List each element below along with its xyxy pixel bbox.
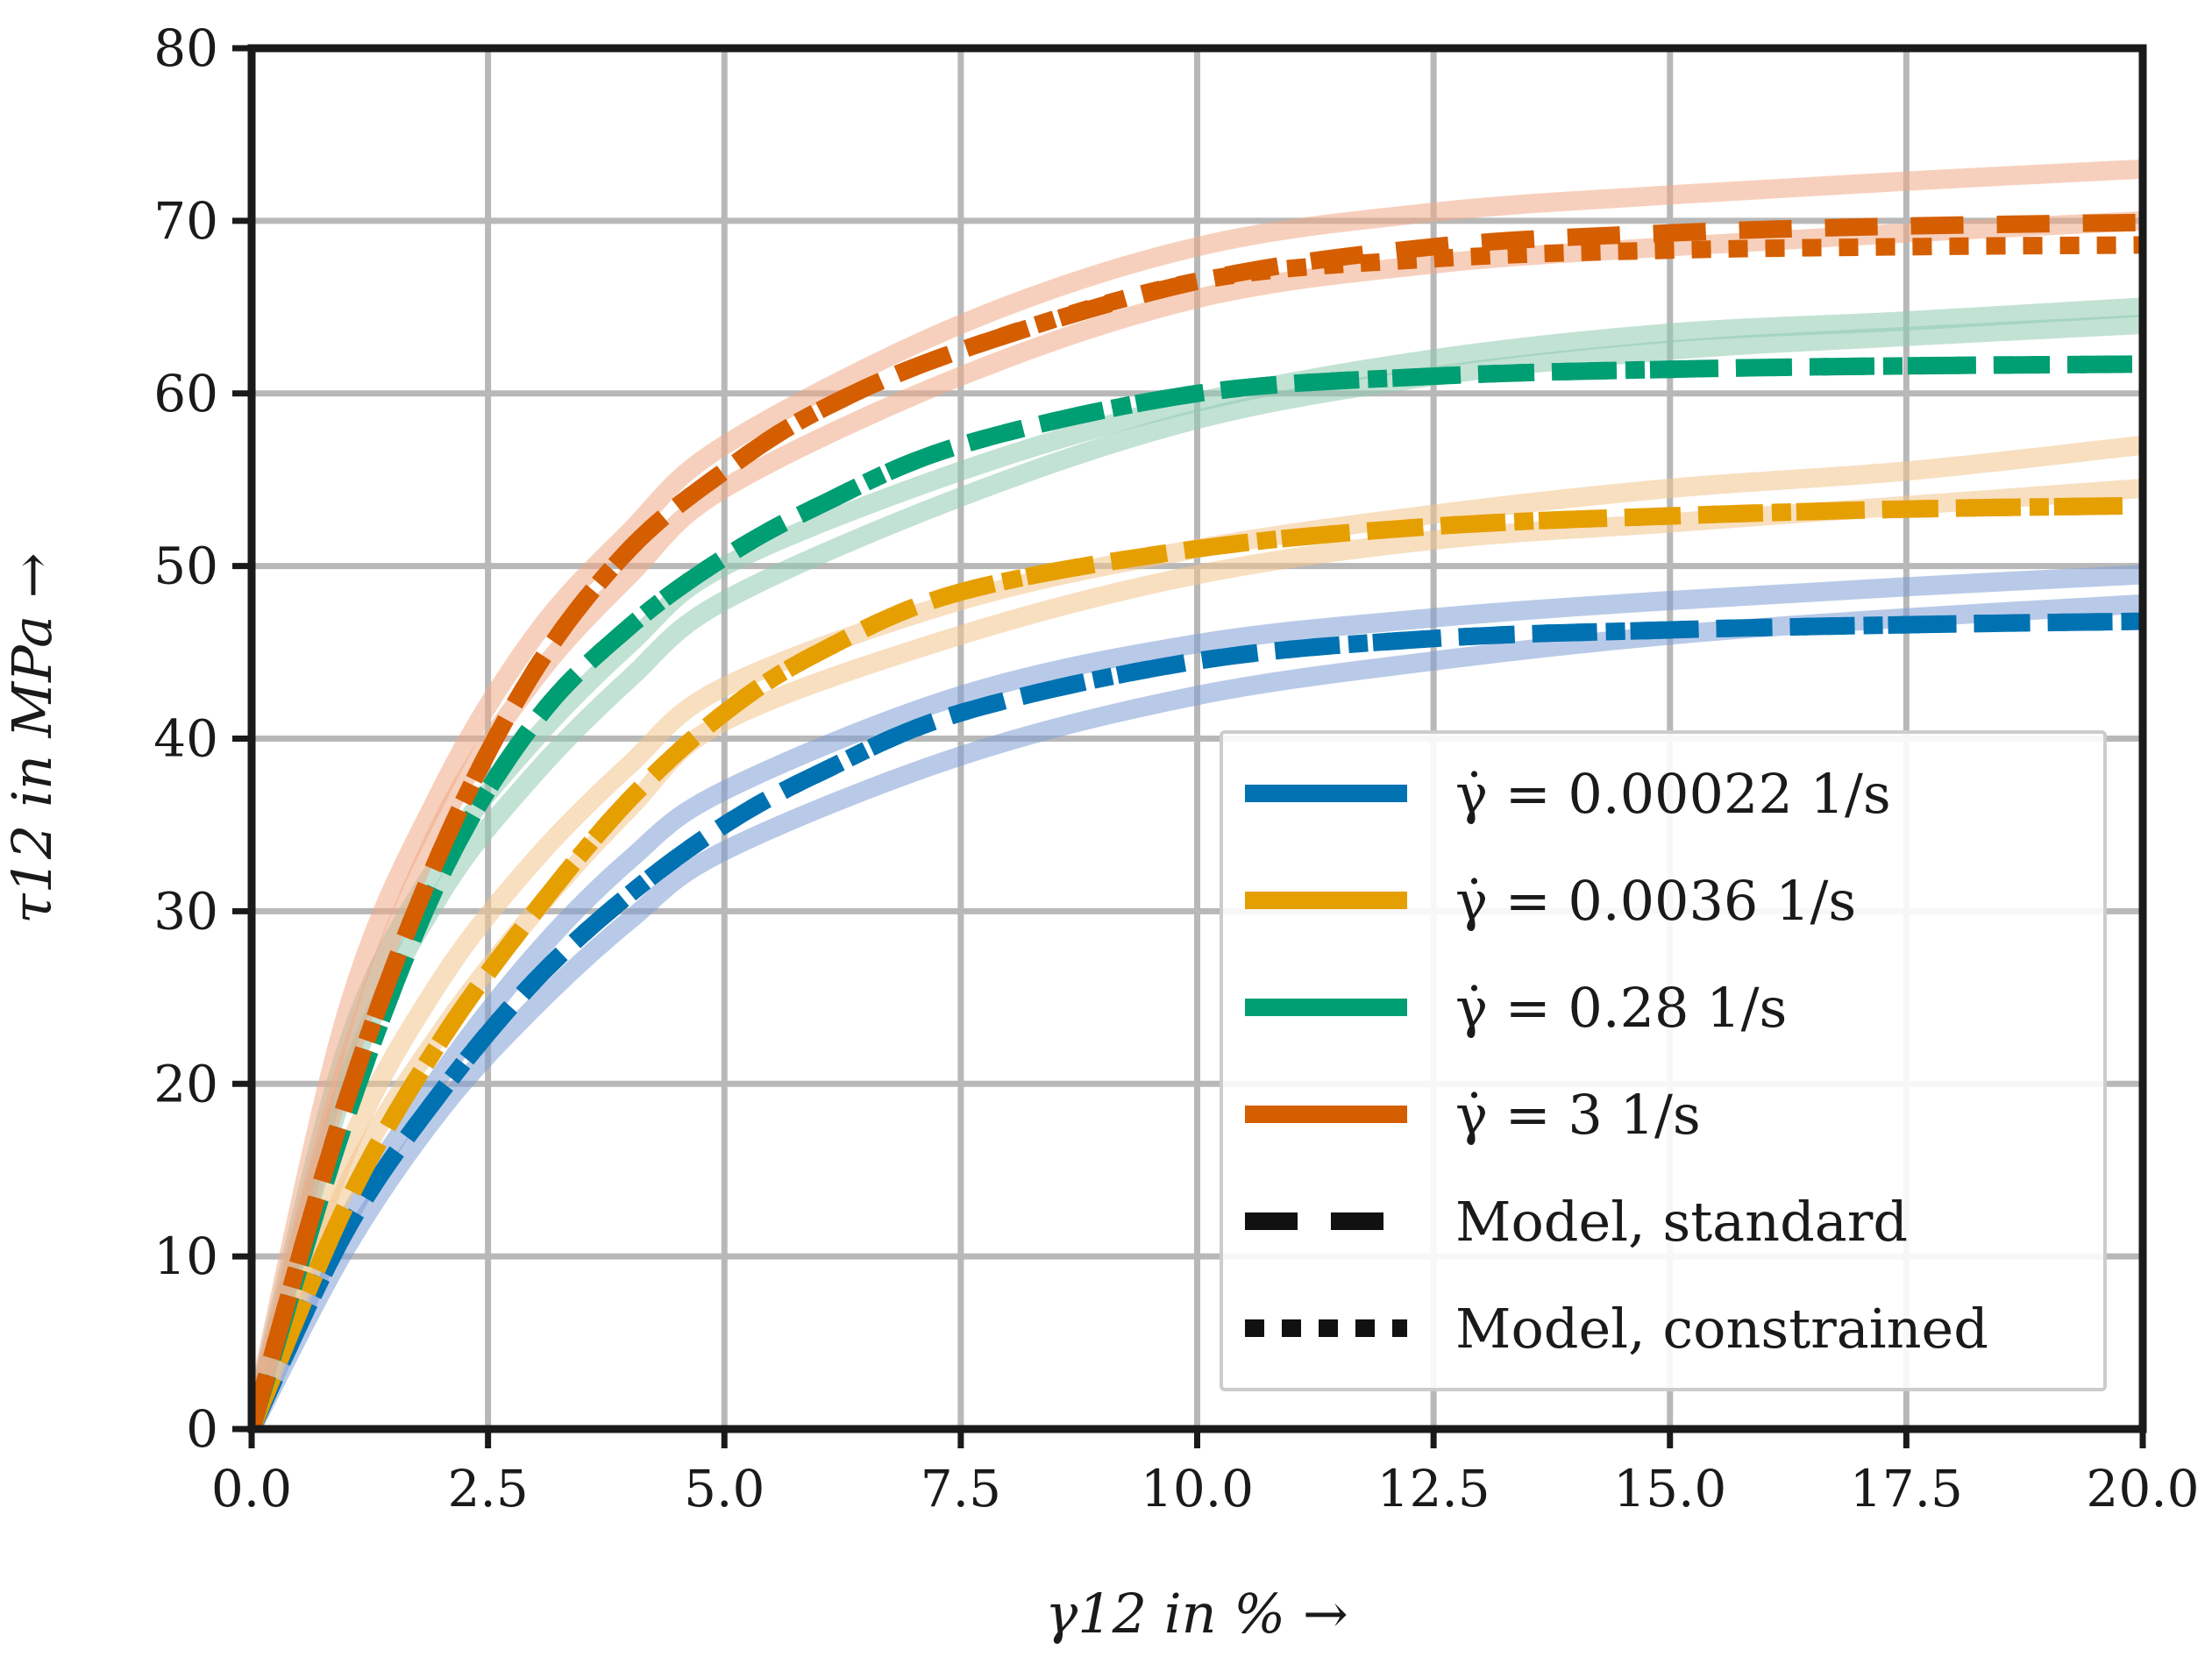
- axis-ticks: 0.0 2.5 5.0 7.5 10.0 12.5 15.0 17.5 20.0 0 10 20 30 4…: [153, 18, 2199, 1518]
- legend: γ̇ = 0.00022 1/s γ̇ = 0.0036 1/s γ̇ = 0.28…: [1220, 730, 2107, 1391]
- model-standard-curve-2: [252, 355, 2143, 1429]
- y-tick-label: 60: [153, 364, 218, 423]
- legend-label-5: Model, constrained: [1455, 1297, 1988, 1361]
- y-tick-label: 70: [153, 191, 218, 251]
- model-standard-curve-0: [252, 612, 2143, 1429]
- y-tick-label: 40: [153, 709, 218, 769]
- x-tick-label: 7.5: [921, 1459, 1001, 1518]
- legend-box: [1220, 730, 2107, 1391]
- x-tick-label: 20.0: [2086, 1459, 2199, 1518]
- experimental-curve-3-0: [252, 159, 2143, 1429]
- model-standard-curve-1: [252, 496, 2143, 1429]
- x-tick-label: 17.5: [1850, 1459, 1963, 1518]
- legend-label-0: γ̇ = 0.00022 1/s: [1455, 762, 1891, 826]
- y-axis-label: τ12 in MPa →: [0, 552, 64, 923]
- x-tick-label: 10.0: [1141, 1459, 1254, 1518]
- legend-label-3: γ̇ = 3 1/s: [1455, 1083, 1701, 1147]
- x-axis-label: γ12 in % →: [1045, 1582, 1348, 1646]
- y-tick-label: 20: [153, 1054, 218, 1113]
- model-curves: [252, 213, 2143, 1429]
- y-tick-label: 50: [153, 537, 218, 596]
- legend-label-1: γ̇ = 0.0036 1/s: [1455, 869, 1856, 933]
- model-standard-curve-3: [252, 213, 2143, 1429]
- x-tick-label: 15.0: [1613, 1459, 1726, 1518]
- x-tick-label: 12.5: [1377, 1459, 1490, 1518]
- y-tick-label: 30: [153, 881, 218, 941]
- legend-label-2: γ̇ = 0.28 1/s: [1455, 976, 1787, 1040]
- legend-label-4: Model, standard: [1455, 1190, 1908, 1254]
- x-tick-label: 2.5: [448, 1459, 529, 1518]
- y-tick-label: 80: [153, 18, 218, 78]
- x-tick-label: 5.0: [684, 1459, 765, 1518]
- y-tick-label: 10: [153, 1227, 218, 1286]
- experimental-curve-0-0: [252, 565, 2143, 1429]
- y-tick-label: 0: [186, 1399, 218, 1459]
- x-tick-label: 0.0: [211, 1459, 292, 1518]
